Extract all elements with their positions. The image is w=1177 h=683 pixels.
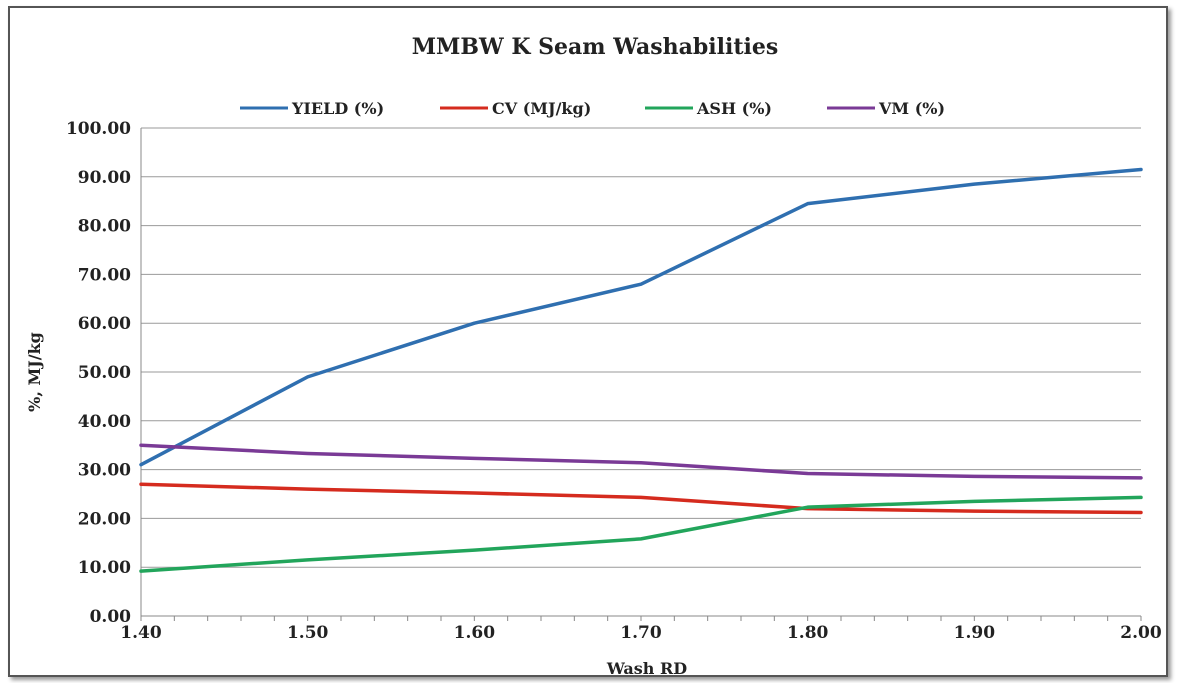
y-tick-label: 60.00 — [78, 314, 131, 334]
legend: YIELD (%) CV (MJ/kg) ASH (%) VM (%) — [240, 99, 945, 118]
y-tick-label: 20.00 — [78, 509, 131, 529]
legend-label: YIELD (%) — [291, 99, 384, 118]
x-tick-label: 1.70 — [620, 623, 662, 643]
y-tick-label: 80.00 — [78, 217, 131, 237]
x-axis-label: Wash RD — [606, 659, 687, 678]
legend-label: VM (%) — [878, 99, 945, 118]
series-lines — [139, 167, 1143, 573]
series-line — [139, 167, 1143, 467]
x-axis-ticks: 1.40 1.50 1.60 1.70 1.80 1.90 2.00 — [120, 616, 1162, 643]
y-tick-label: 70.00 — [78, 265, 131, 285]
x-tick-label: 1.80 — [787, 623, 829, 643]
gridlines — [140, 127, 1141, 617]
series-line — [139, 482, 1143, 515]
y-tick-label: 30.00 — [78, 461, 131, 481]
y-axis-ticks: 0.00 10.00 20.00 30.00 40.00 50.00 60.00 70.00 8… — [66, 119, 131, 627]
series-line — [139, 443, 1143, 480]
legend-label: CV (MJ/kg) — [492, 99, 591, 118]
x-tick-label: 1.60 — [454, 623, 496, 643]
x-tick-label: 1.50 — [287, 623, 329, 643]
x-tick-label: 1.40 — [120, 623, 162, 643]
legend-label: ASH (%) — [696, 99, 772, 118]
chart-frame — [8, 6, 1168, 677]
y-tick-label: 90.00 — [78, 168, 131, 188]
y-tick-label: 100.00 — [66, 119, 131, 139]
x-tick-label: 1.90 — [954, 623, 996, 643]
y-tick-label: 40.00 — [78, 412, 131, 432]
x-tick-label: 2.00 — [1120, 623, 1162, 643]
chart-title: MMBW K Seam Washabilities — [412, 34, 779, 60]
y-tick-label: 10.00 — [78, 558, 131, 578]
y-tick-label: 0.00 — [90, 607, 132, 627]
y-tick-label: 50.00 — [78, 363, 131, 383]
series-line — [139, 495, 1143, 573]
y-axis-label: %, MJ/kg — [25, 332, 44, 412]
